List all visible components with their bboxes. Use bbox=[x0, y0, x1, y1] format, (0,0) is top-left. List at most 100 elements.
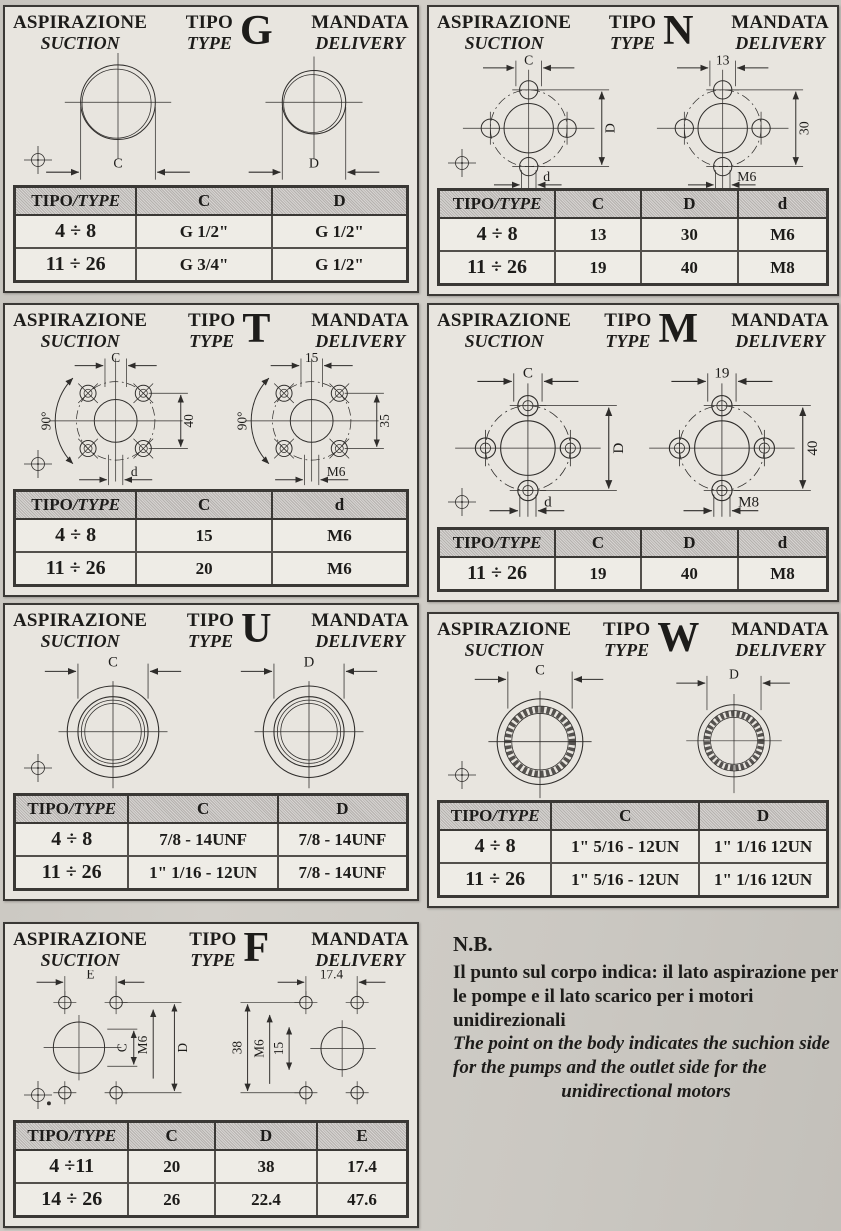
drawing-area: E C M6 D bbox=[13, 970, 409, 1120]
mandata-label: MANDATA bbox=[311, 610, 409, 631]
column-header: D bbox=[213, 1120, 319, 1151]
column-header: C bbox=[554, 188, 642, 219]
mandata-label: MANDATA bbox=[731, 12, 829, 33]
dim-label: 40 bbox=[804, 440, 821, 455]
delivery-label: DELIVERY bbox=[735, 639, 825, 660]
nb-note: N.B. Il punto sul corpo indica: il lato … bbox=[427, 932, 839, 1104]
type-label: TYPE bbox=[189, 330, 235, 351]
table-row: 4 ÷ 8 15 M6 bbox=[13, 518, 409, 553]
dim-label: E bbox=[86, 970, 94, 982]
suction-heading: ASPIRAZIONE SUCTION bbox=[437, 310, 571, 351]
tipo-label: TIPO bbox=[604, 310, 652, 331]
type-heading: TIPO TYPE N bbox=[609, 10, 694, 53]
panel-header: ASPIRAZIONE SUCTION TIPO TYPE T MANDATA … bbox=[13, 306, 409, 352]
dim-label: 40 bbox=[181, 414, 196, 428]
type-heading: TIPO TYPE M bbox=[604, 308, 698, 351]
drawing-area: C D d bbox=[437, 351, 829, 527]
dim-label: M8 bbox=[738, 494, 759, 511]
type-heading: TIPO TYPE G bbox=[186, 8, 273, 54]
table-row: 4 ÷ 8 1" 5/16 - 12UN 1" 1/16 12UN bbox=[437, 829, 829, 864]
column-header-tipo-type: TIPO/TYPE bbox=[437, 527, 557, 558]
dim-label: 15 bbox=[271, 1042, 286, 1056]
panel-header: ASPIRAZIONE SUCTION TIPO TYPE F MANDATA … bbox=[13, 927, 409, 970]
table-row: 4 ÷ 8 G 1/2" G 1/2" bbox=[13, 214, 409, 249]
table-row: 4 ÷ 8 13 30 M6 bbox=[437, 217, 829, 252]
datum-icon bbox=[24, 146, 52, 174]
suction-heading: ASPIRAZIONE SUCTION bbox=[13, 310, 147, 351]
dim-label: C bbox=[523, 364, 533, 381]
datum-icon bbox=[448, 488, 476, 516]
dim-label: 35 bbox=[377, 414, 392, 428]
aspirazione-label: ASPIRAZIONE bbox=[13, 929, 148, 950]
datum-icon bbox=[24, 754, 52, 782]
table-row: 11 ÷ 26 19 40 M8 bbox=[437, 556, 829, 592]
panel-type-u: ASPIRAZIONE SUCTION TIPO TYPE U MANDATA … bbox=[3, 603, 419, 901]
suction-label: SUCTION bbox=[40, 330, 120, 351]
panel-header: ASPIRAZIONE SUCTION TIPO TYPE G MANDATA … bbox=[13, 8, 409, 54]
type-heading: TIPO TYPE F bbox=[189, 927, 269, 970]
column-header-tipo-type: TIPO/TYPE bbox=[13, 185, 138, 216]
column-header: D bbox=[270, 185, 409, 216]
drawing-area: C D bbox=[437, 660, 829, 800]
suction-flange-drawing-n: C D d bbox=[462, 53, 618, 188]
column-header-tipo-type: TIPO/TYPE bbox=[13, 489, 138, 520]
suction-label: SUCTION bbox=[464, 330, 544, 351]
dim-label: 15 bbox=[305, 351, 319, 365]
aspirazione-label: ASPIRAZIONE bbox=[437, 619, 572, 640]
type-m-table: TIPO/TYPE C D d 11 ÷ 26 19 40 M8 bbox=[437, 527, 829, 592]
suction-label: SUCTION bbox=[40, 630, 120, 651]
type-label: TYPE bbox=[610, 32, 655, 53]
suction-heading: ASPIRAZIONE SUCTION bbox=[13, 929, 148, 970]
delivery-label: DELIVERY bbox=[315, 949, 405, 970]
column-header-tipo-type: TIPO/TYPE bbox=[13, 793, 130, 824]
column-header-tipo-type: TIPO/TYPE bbox=[437, 188, 557, 219]
delivery-label: DELIVERY bbox=[315, 32, 405, 53]
panel-header: ASPIRAZIONE SUCTION TIPO TYPE N MANDATA … bbox=[437, 10, 829, 53]
type-label: TYPE bbox=[186, 32, 232, 53]
type-label: TYPE bbox=[190, 949, 236, 970]
mandata-label: MANDATA bbox=[311, 929, 409, 950]
dim-label: D bbox=[308, 157, 318, 172]
dim-label: d bbox=[544, 494, 552, 511]
type-label: TYPE bbox=[188, 630, 233, 651]
column-header: C bbox=[127, 793, 279, 824]
type-letter-t: T bbox=[242, 306, 271, 352]
suction-heading: ASPIRAZIONE SUCTION bbox=[437, 619, 572, 660]
type-t-table: TIPO/TYPE C d 4 ÷ 8 15 M6 11 ÷ 26 20 M6 bbox=[13, 489, 409, 587]
panel-header: ASPIRAZIONE SUCTION TIPO TYPE U MANDATA … bbox=[13, 608, 409, 651]
suction-label: SUCTION bbox=[40, 949, 120, 970]
delivery-label: DELIVERY bbox=[315, 630, 405, 651]
dim-label: M6 bbox=[327, 464, 346, 479]
delivery-heading: MANDATA DELIVERY bbox=[311, 610, 409, 651]
dim-label: D bbox=[729, 667, 739, 682]
drawing-area: C D d 13 bbox=[437, 53, 829, 188]
table-row: 14 ÷ 26 26 22.4 47.6 bbox=[13, 1182, 409, 1218]
suction-port-drawing-g: C bbox=[45, 52, 190, 180]
panel-header: ASPIRAZIONE SUCTION TIPO TYPE W MANDATA … bbox=[437, 615, 829, 661]
dim-label: D bbox=[175, 1042, 190, 1052]
dim-label: d bbox=[543, 170, 550, 185]
dim-label: C bbox=[113, 157, 122, 172]
delivery-flange-drawing-f: 17.4 38 M6 15 bbox=[229, 970, 386, 1105]
tipo-label: TIPO bbox=[186, 610, 235, 631]
dim-label: C bbox=[115, 1043, 130, 1052]
delivery-port-drawing-u: D bbox=[240, 654, 378, 789]
type-f-table: TIPO/TYPE C D E 4 ÷11 20 38 17.4 14 ÷ 26… bbox=[13, 1120, 409, 1218]
panel-type-n: ASPIRAZIONE SUCTION TIPO TYPE N MANDATA … bbox=[427, 5, 839, 296]
right-column: ASPIRAZIONE SUCTION TIPO TYPE N MANDATA … bbox=[427, 0, 839, 1104]
suction-flange-drawing-m: C D d bbox=[455, 364, 627, 517]
type-letter-w: W bbox=[657, 615, 700, 661]
column-header: E bbox=[316, 1120, 409, 1151]
mandata-label: MANDATA bbox=[731, 310, 829, 331]
dim-label: C bbox=[108, 654, 118, 670]
tipo-label: TIPO bbox=[189, 929, 237, 950]
panel-type-g: ASPIRAZIONE SUCTION TIPO TYPE G MANDATA … bbox=[3, 5, 419, 293]
delivery-flange-drawing-t: 90° 15 35 M6 bbox=[235, 351, 392, 486]
type-letter-g: G bbox=[239, 8, 273, 54]
tipo-label: TIPO bbox=[188, 310, 236, 331]
dim-label: C bbox=[111, 351, 120, 365]
table-row: 11 ÷ 26 19 40 M8 bbox=[437, 250, 829, 286]
dim-label: M6 bbox=[135, 1035, 150, 1054]
note-english-text: The point on the body indicates the such… bbox=[453, 1033, 830, 1102]
left-column: ASPIRAZIONE SUCTION TIPO TYPE G MANDATA … bbox=[3, 0, 419, 1228]
